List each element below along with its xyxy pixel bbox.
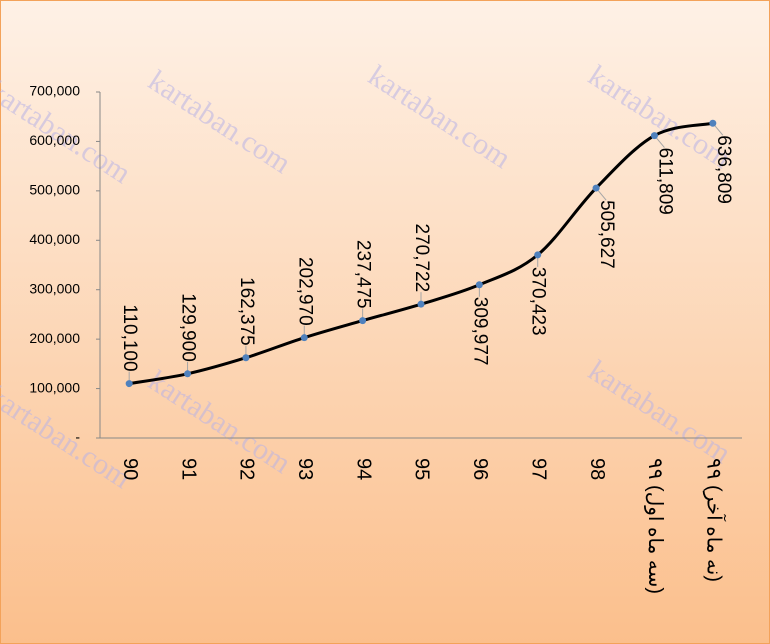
x-tick-label: 97 xyxy=(527,458,549,480)
point xyxy=(534,251,542,259)
data-label: 237,475 xyxy=(353,240,374,309)
data-label: 202,970 xyxy=(294,257,315,326)
point xyxy=(709,119,717,127)
point xyxy=(300,334,308,342)
data-label: 505,627 xyxy=(596,200,617,269)
point xyxy=(125,380,133,388)
data-label: 129,900 xyxy=(178,293,199,362)
x-tick-label: 95 xyxy=(411,458,433,480)
data-label: 636,809 xyxy=(713,135,734,204)
point xyxy=(359,317,367,325)
point xyxy=(417,300,425,308)
data-label: 370,423 xyxy=(528,267,549,336)
point xyxy=(650,132,658,140)
x-tick-label: 96 xyxy=(469,458,491,480)
data-label: 110,100 xyxy=(119,304,140,371)
data-label: 309,977 xyxy=(469,297,490,366)
x-tick-label: 91 xyxy=(177,458,199,480)
x-tick-label: ۹۹ (نه ماه آخر) xyxy=(703,458,728,582)
data-label: 270,722 xyxy=(411,223,432,292)
y-tick-label: 200,000 xyxy=(29,330,80,346)
point xyxy=(592,184,600,192)
line xyxy=(128,121,714,386)
y-tick-label: 700,000 xyxy=(29,83,80,99)
point xyxy=(475,281,483,289)
plot: - 100,000 200,000 300,000 400,000 500,000 600,… xyxy=(29,83,742,594)
data-label: 162,375 xyxy=(236,277,257,346)
point xyxy=(184,370,192,378)
y-tick-label: 500,000 xyxy=(29,182,80,198)
x-tick-label: 92 xyxy=(236,458,258,480)
x-tick-label: 98 xyxy=(586,458,608,480)
x-tick-label: 93 xyxy=(294,458,316,480)
y-tick-label: 400,000 xyxy=(29,231,80,247)
data-label: 611,809 xyxy=(654,148,675,215)
y-tick-label: 600,000 xyxy=(29,132,80,148)
x-tick-label: 90 xyxy=(119,458,141,480)
point xyxy=(242,354,250,362)
x-tick-label: ۹۹ (سه ماه اول) xyxy=(644,458,666,594)
y-tick-label: - xyxy=(75,429,80,445)
y-tick-label: 100,000 xyxy=(29,379,80,395)
x-tick-label: 94 xyxy=(352,458,374,480)
y-tick-label: 300,000 xyxy=(29,280,80,296)
